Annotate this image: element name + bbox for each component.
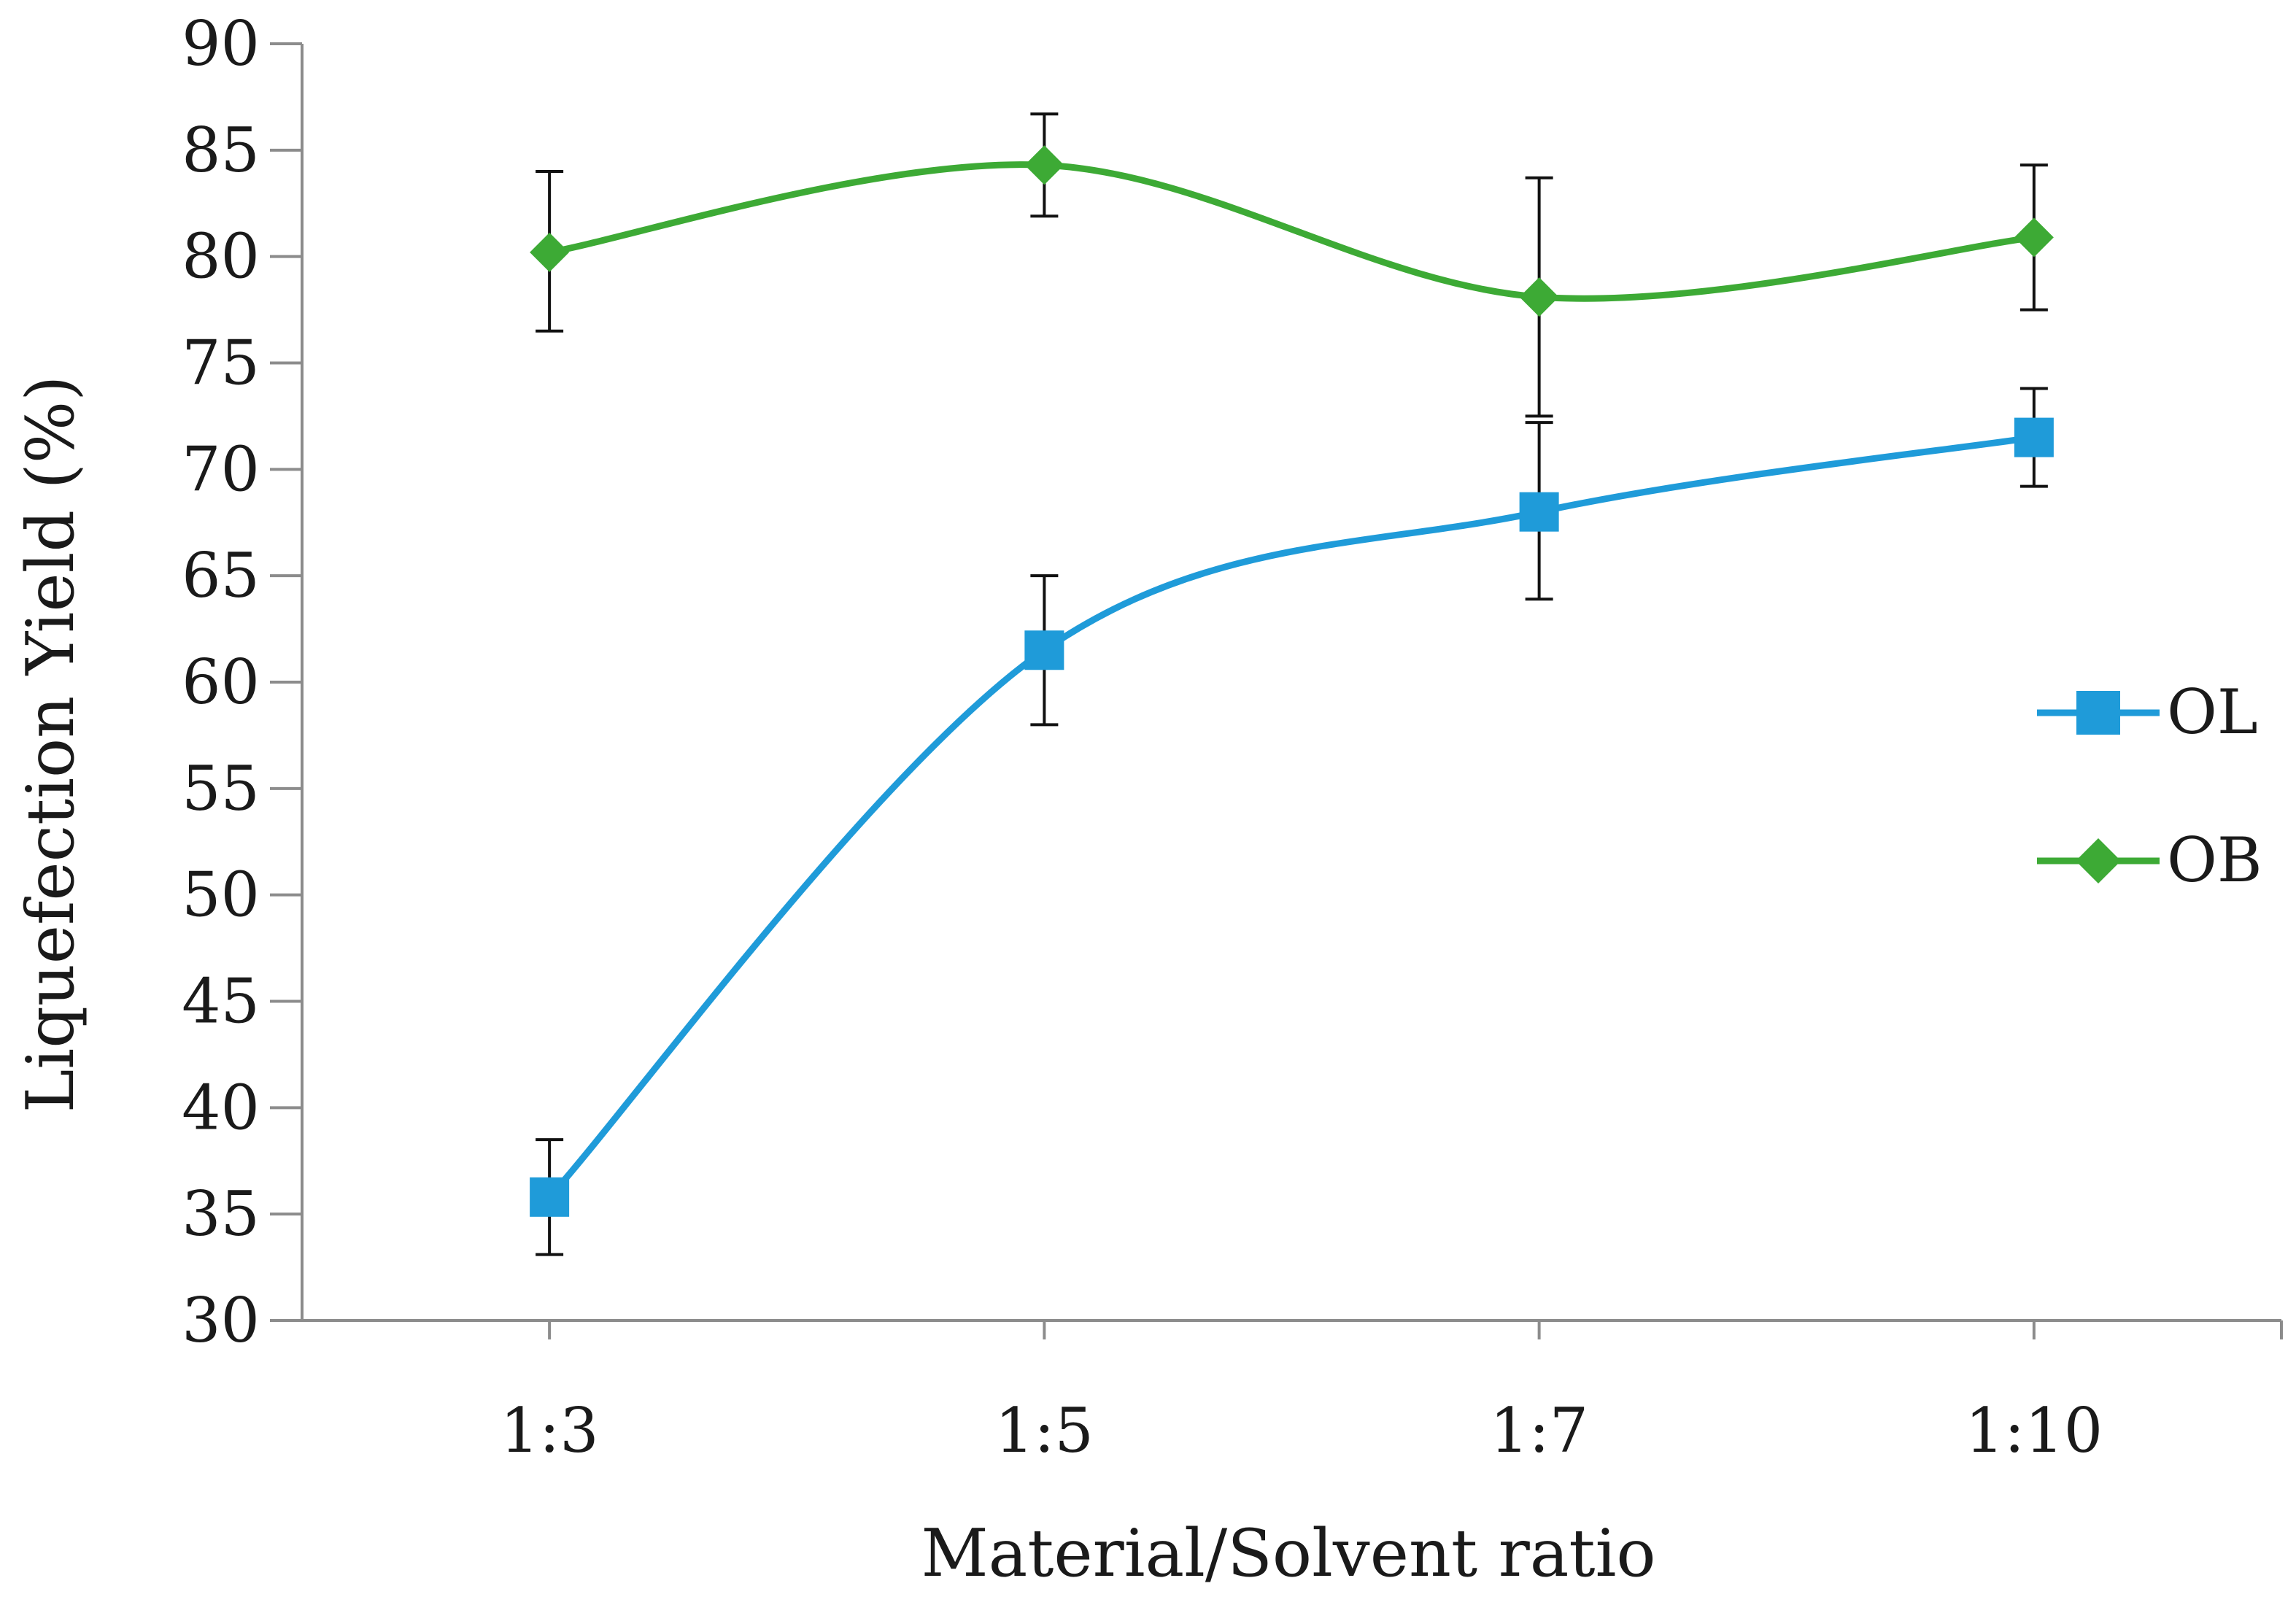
series-line xyxy=(546,434,2035,1199)
y-tick-label: 50 xyxy=(182,859,260,931)
x-tick-label: 1:3 xyxy=(500,1395,599,1466)
y-tick-label: 80 xyxy=(182,221,260,293)
series-ol xyxy=(530,387,2054,1256)
y-tick-label: 40 xyxy=(182,1072,260,1143)
series-layer xyxy=(530,112,2054,1256)
y-tick-label: 75 xyxy=(182,328,260,399)
legend-ol-marker xyxy=(2076,691,2120,735)
series-line xyxy=(549,161,2035,302)
legend-item-ol: OL xyxy=(2037,676,2258,748)
y-tick-label: 60 xyxy=(182,646,260,718)
data-point xyxy=(1024,145,1064,185)
data-point xyxy=(530,1177,570,1217)
y-tick-label: 70 xyxy=(182,433,260,505)
x-tick-label: 1:10 xyxy=(1965,1395,2103,1466)
x-tick-label: 1:5 xyxy=(995,1395,1094,1466)
legend-ol-label: OL xyxy=(2167,676,2258,748)
axes xyxy=(301,44,2281,1322)
data-point xyxy=(530,232,570,272)
data-point xyxy=(2014,417,2054,457)
series-ob xyxy=(530,112,2054,418)
y-tick-label: 65 xyxy=(182,540,260,611)
legend-ob-label: OB xyxy=(2167,824,2262,896)
x-axis-title: Material/Solvent ratio xyxy=(921,1515,1655,1592)
y-tick-label: 35 xyxy=(182,1178,260,1250)
y-tick-label: 85 xyxy=(182,115,260,186)
x-axis-ticks: 1:3 1:5 1:7 1:10 xyxy=(500,1320,2283,1466)
data-point xyxy=(1519,277,1559,317)
legend: OL OB xyxy=(2037,676,2262,896)
y-tick-label: 55 xyxy=(182,753,260,824)
y-tick-label: 45 xyxy=(182,966,260,1037)
y-axis-title: Liquefection Yield (%) xyxy=(12,376,89,1113)
data-point xyxy=(2014,217,2054,258)
legend-item-ob: OB xyxy=(2037,824,2262,896)
y-tick-label: 90 xyxy=(182,8,260,80)
y-tick-label: 30 xyxy=(182,1285,260,1356)
data-point xyxy=(1519,492,1559,532)
y-axis-ticks: 30 35 40 45 50 55 60 65 70 75 80 85 90 xyxy=(182,8,302,1356)
legend-ob-marker xyxy=(2076,838,2121,883)
x-tick-label: 1:7 xyxy=(1490,1395,1588,1466)
data-point xyxy=(1024,630,1064,670)
